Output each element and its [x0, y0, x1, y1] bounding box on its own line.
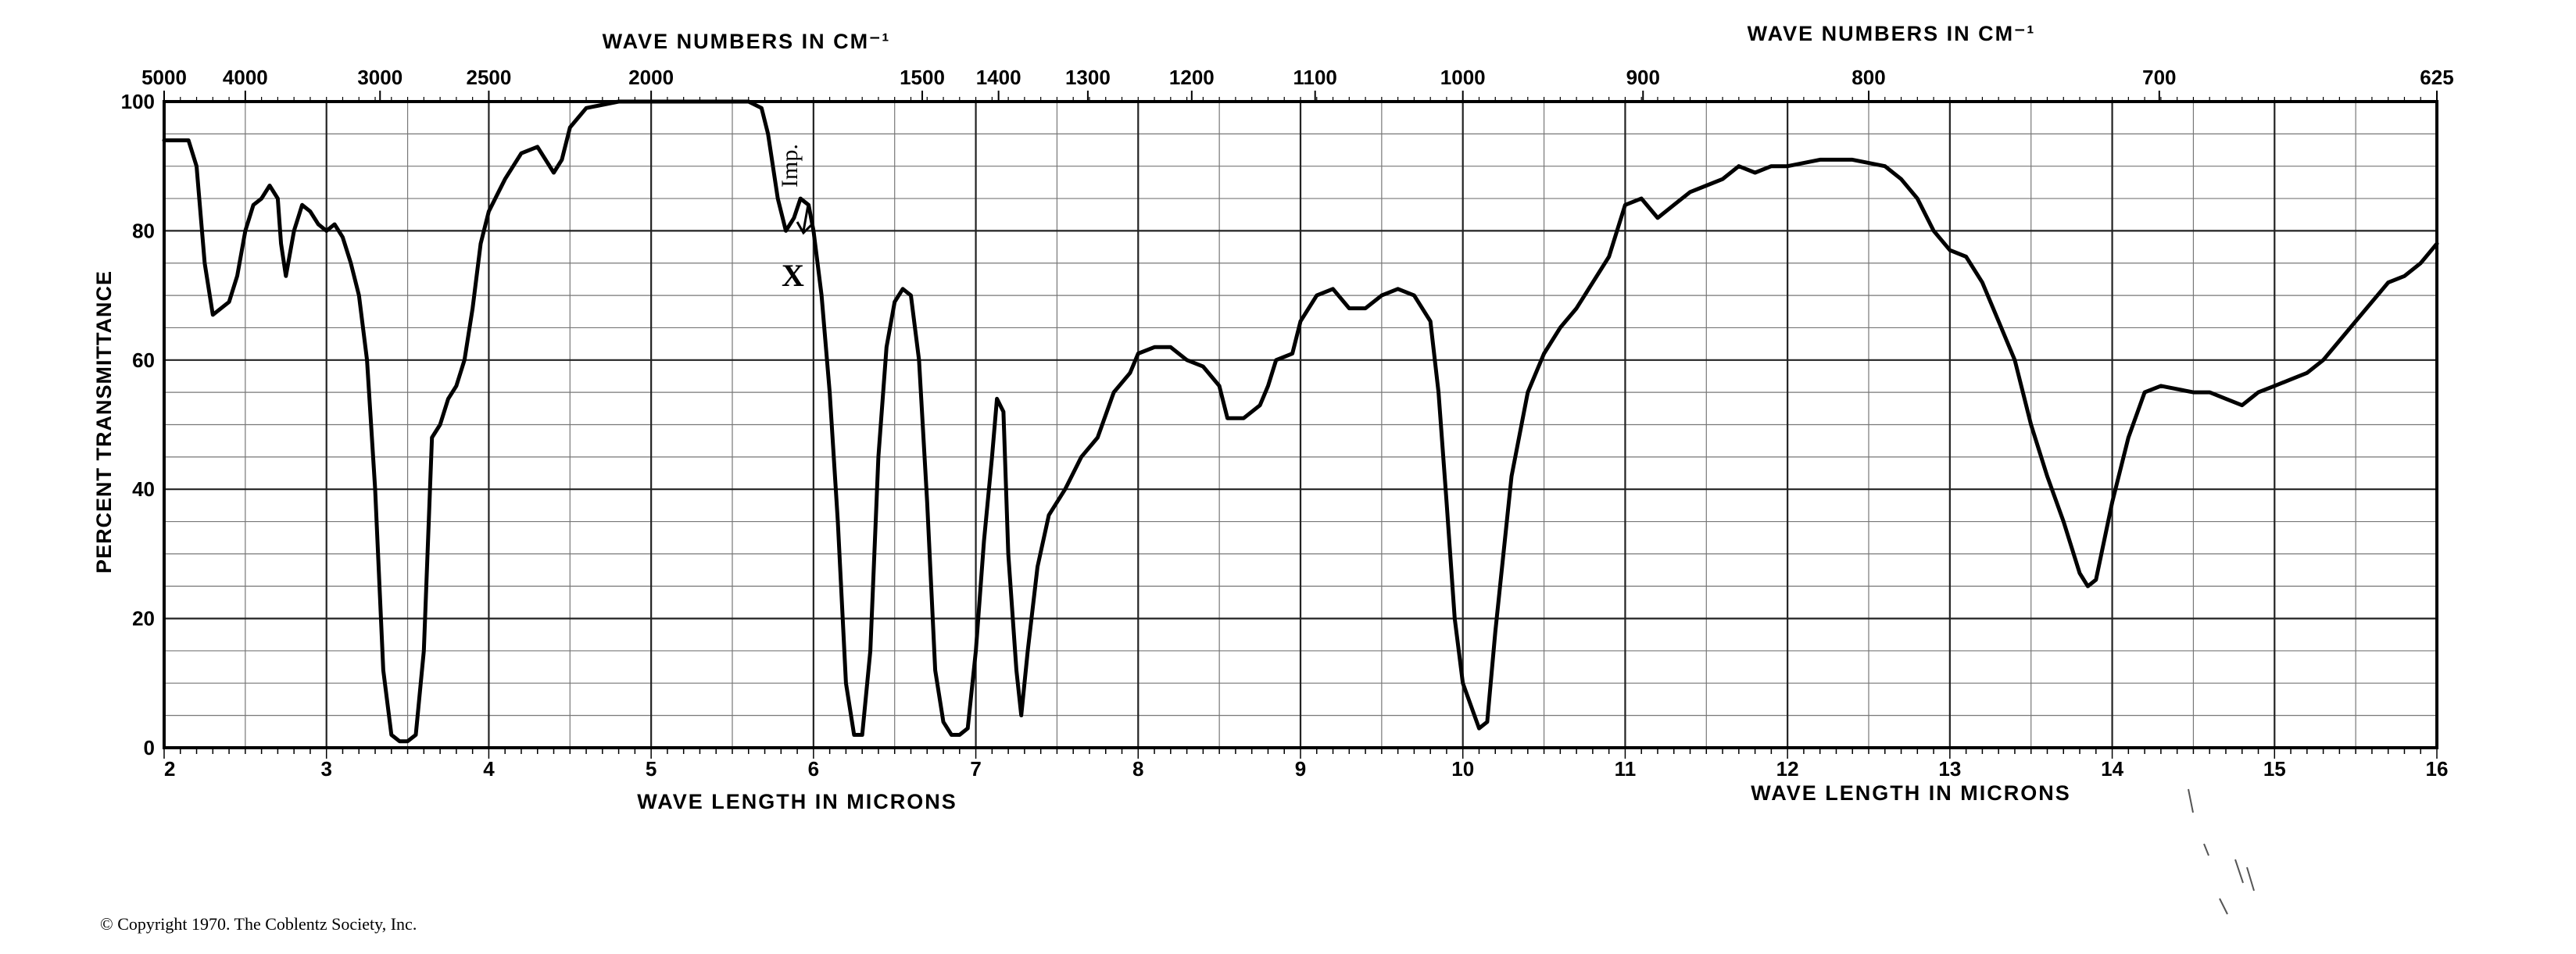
x-axis-title-bottom-left: WAVE LENGTH IN MICRONS — [637, 790, 957, 813]
x-tick-label-bottom: 8 — [1132, 757, 1143, 781]
copyright-text: © Copyright 1970. The Coblentz Society, … — [100, 914, 417, 934]
x-tick-label-top: 1200 — [1169, 66, 1215, 89]
x-tick-label-top: 3000 — [357, 66, 402, 89]
x-tick-label-top: 625 — [2420, 66, 2453, 89]
x-tick-label-bottom: 15 — [2263, 757, 2286, 781]
spectrum-line — [162, 99, 2439, 744]
x-tick-label-bottom: 5 — [646, 757, 657, 781]
x-tick-label-top: 2000 — [628, 66, 674, 89]
x-tick-label-top: 700 — [2142, 66, 2176, 89]
x-marker-annotation: X — [782, 258, 804, 293]
y-tick-label: 20 — [132, 607, 155, 631]
x-tick-label-bottom: 14 — [2101, 757, 2123, 781]
x-tick-label-bottom: 6 — [808, 757, 819, 781]
x-tick-label-bottom: 9 — [1295, 757, 1306, 781]
x-tick-label-top: 4000 — [223, 66, 268, 89]
impurity-arrow — [796, 204, 813, 235]
x-tick-label-bottom: 2 — [164, 757, 175, 781]
y-axis-title: PERCENT TRANSMITTANCE — [92, 270, 116, 573]
x-tick-label-top: 800 — [1852, 66, 1885, 89]
x-tick-label-bottom: 10 — [1451, 757, 1474, 781]
x-tick-label-top: 1500 — [900, 66, 945, 89]
x-tick-label-bottom: 3 — [320, 757, 331, 781]
x-tick-label-top: 900 — [1626, 66, 1660, 89]
y-tick-label: 100 — [121, 90, 155, 113]
stray-marks — [2188, 788, 2255, 915]
y-tick-label: 60 — [132, 348, 155, 372]
y-tick-label: 0 — [144, 736, 155, 759]
x-tick-label-bottom: 11 — [1615, 757, 1637, 781]
plot-frame — [163, 100, 2438, 749]
x-axis-title-top-left: WAVE NUMBERS IN CM⁻¹ — [603, 30, 891, 53]
x-tick-label-bottom: 7 — [970, 757, 981, 781]
x-tick-label-top: 1300 — [1065, 66, 1111, 89]
x-tick-label-top: 1400 — [976, 66, 1021, 89]
y-tick-label: 40 — [132, 477, 155, 501]
x-tick-label-bottom: 16 — [2426, 757, 2449, 781]
x-tick-label-bottom: 12 — [1776, 757, 1799, 781]
x-axis-title-top-right: WAVE NUMBERS IN CM⁻¹ — [1748, 22, 2036, 45]
x-axis-title-bottom-right: WAVE LENGTH IN MICRONS — [1751, 781, 2071, 805]
y-tick-label: 80 — [132, 219, 155, 242]
impurity-annotation: Imp. — [777, 144, 803, 188]
x-tick-label-bottom: 13 — [1938, 757, 1961, 781]
x-tick-label-top: 2500 — [467, 66, 512, 89]
x-tick-label-top: 1100 — [1293, 66, 1336, 89]
x-tick-label-bottom: 4 — [483, 757, 495, 781]
x-tick-label-top: 1000 — [1440, 66, 1486, 89]
x-tick-label-top: 5000 — [141, 66, 187, 89]
tick-labels: 2 3 4 5 6 7 8 9 10 11 12 13 14 15 16 5000 4000 3000 2500 20… — [121, 66, 2454, 781]
